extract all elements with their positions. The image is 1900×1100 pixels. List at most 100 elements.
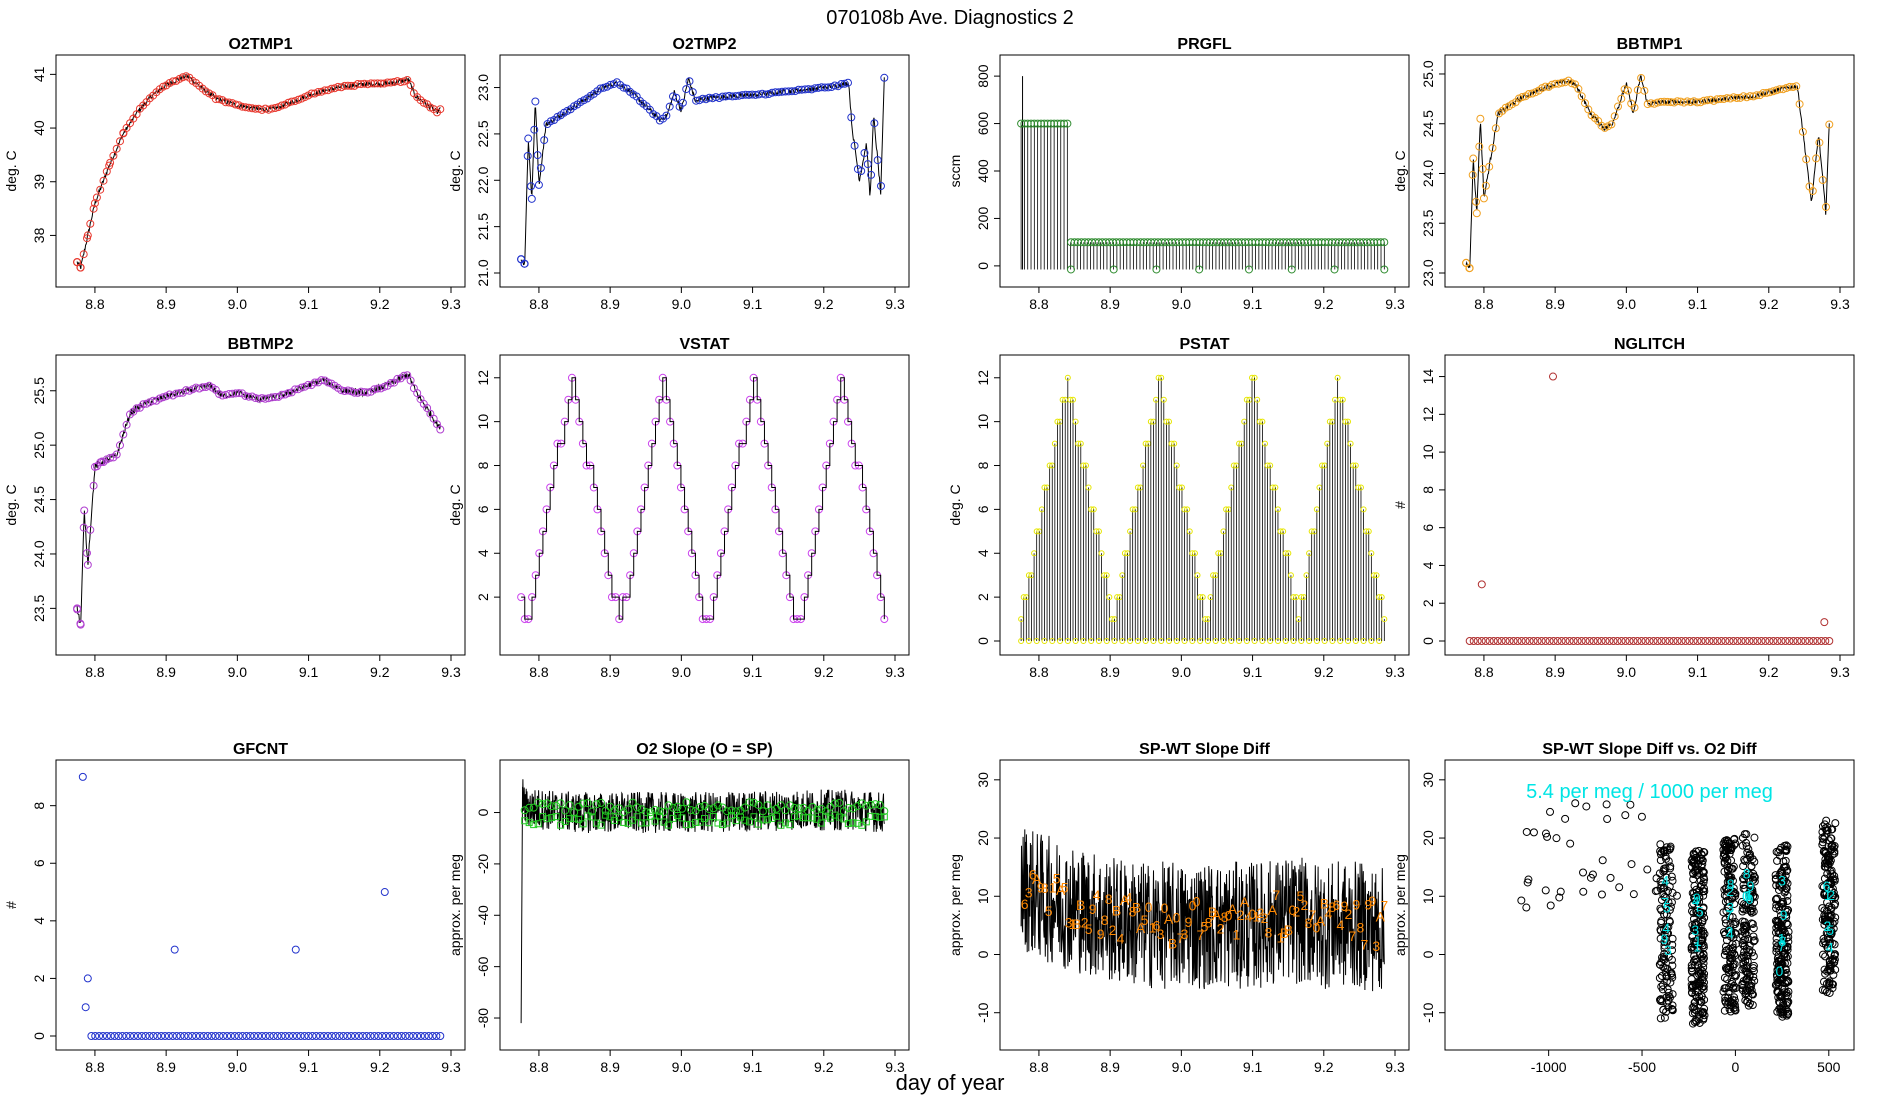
dip-point <box>1066 265 1075 274</box>
baseline-point <box>277 1032 286 1040</box>
data-square <box>530 821 538 829</box>
data-point <box>1823 879 1832 888</box>
baseline-point <box>1489 637 1498 645</box>
baseline-point <box>1613 637 1622 645</box>
data-point <box>1688 1003 1697 1012</box>
y-tick-label: 0 <box>1420 950 1436 958</box>
data-point <box>393 374 402 383</box>
panel-gfcnt: GFCNT 8.8 8.9 9.0 9.1 9.2 9.3 0 2 4 6 8 # <box>3 741 466 1075</box>
digit-marker: 1 <box>1049 879 1057 895</box>
digit-marker: A <box>1212 907 1222 923</box>
y-tick-label: 25.5 <box>31 377 47 404</box>
digit-marker: 0 <box>1746 891 1754 907</box>
baseline-point <box>401 1032 410 1040</box>
baseline-point <box>385 1032 394 1040</box>
digit-marker: B <box>1072 916 1081 932</box>
data-square <box>867 812 875 820</box>
data-point <box>1160 396 1167 403</box>
dip-point <box>1245 265 1254 274</box>
digit-marker: 8 <box>1743 866 1751 882</box>
digit-marker: A <box>1056 882 1066 898</box>
data-point <box>1077 440 1084 447</box>
baseline-point <box>1585 637 1594 645</box>
data-point <box>1173 462 1180 469</box>
data-point <box>1688 989 1697 998</box>
y-tick-label: 21.5 <box>475 213 491 240</box>
data-point <box>583 799 592 808</box>
baseline-point <box>1497 637 1506 645</box>
x-tick-label: 8.8 <box>529 296 549 312</box>
baseline-point <box>246 1032 255 1040</box>
x-tick-label: 9.2 <box>370 1059 390 1075</box>
data-point <box>1698 857 1707 866</box>
panel-vstat: VSTAT 8.8 8.9 9.0 9.1 9.2 9.3 2 4 6 8 10 12 deg. C <box>447 336 910 680</box>
data-point <box>1657 896 1666 905</box>
baseline-point <box>1465 637 1474 645</box>
data-square <box>871 812 879 820</box>
outlier-point <box>73 258 82 267</box>
data-point <box>529 803 538 812</box>
baseline-point <box>292 1032 301 1040</box>
data-square <box>822 812 830 820</box>
data-point <box>1728 894 1737 903</box>
data-point <box>1730 993 1739 1002</box>
data-point <box>1357 484 1364 491</box>
data-point <box>99 176 108 185</box>
digit-marker: B <box>1280 925 1289 941</box>
data-point <box>1825 979 1834 988</box>
data-point <box>1617 94 1626 103</box>
data-point <box>763 801 772 810</box>
data-point <box>1822 889 1831 898</box>
panel-title: VSTAT <box>679 336 729 353</box>
y-tick-label: 8 <box>475 461 491 469</box>
data-point <box>1719 852 1728 861</box>
data-point <box>1750 936 1759 945</box>
y-tick-label: 38 <box>31 227 47 243</box>
data-point <box>1831 899 1840 908</box>
data-point <box>687 806 696 815</box>
baseline-point <box>1785 637 1794 645</box>
data-point <box>1784 937 1793 946</box>
series-line <box>520 76 885 266</box>
data-point <box>1773 856 1782 865</box>
digit-marker: A <box>1228 901 1238 917</box>
data-point <box>821 807 830 816</box>
baseline-point <box>195 1032 204 1040</box>
y-tick-label: 23.5 <box>31 595 47 622</box>
baseline-point <box>1813 637 1822 645</box>
data-point <box>1368 550 1375 557</box>
data-point <box>1730 835 1739 844</box>
data-point <box>1334 374 1341 381</box>
data-point <box>1662 854 1671 863</box>
baseline-point <box>149 1032 158 1040</box>
data-point <box>1826 867 1835 876</box>
data-square <box>813 815 821 823</box>
plot-data <box>1017 76 1389 274</box>
data-point <box>1724 964 1733 973</box>
baseline-point <box>378 1032 387 1040</box>
digit-marker: B <box>1320 896 1329 912</box>
x-tick-label: 9.2 <box>1314 296 1334 312</box>
x-tick-label: 9.2 <box>1759 664 1779 680</box>
data-square <box>593 819 601 827</box>
data-point <box>610 806 619 815</box>
data-square <box>754 820 762 828</box>
data-point <box>1792 82 1801 91</box>
y-tick-label: 10 <box>1420 888 1436 904</box>
x-tick-label: 9.0 <box>1172 1059 1192 1075</box>
outlier-point <box>119 129 128 138</box>
panel-pstat: PSTAT 8.8 8.9 9.0 9.1 9.2 9.3 0 2 4 6 8 10 12 deg. C <box>947 336 1410 680</box>
data-point <box>1352 462 1359 469</box>
digit-marker: 4 <box>1662 920 1670 936</box>
data-point <box>1726 1007 1735 1016</box>
baseline-point <box>1689 637 1698 645</box>
data-point <box>853 802 862 811</box>
digit-marker: 9 <box>1747 878 1755 894</box>
data-point <box>1656 995 1665 1004</box>
data-point <box>1825 934 1834 943</box>
data-square <box>781 819 789 827</box>
data-point <box>1699 931 1708 940</box>
data-point <box>1191 550 1198 557</box>
data-point <box>1082 462 1089 469</box>
digit-marker: 6 <box>1021 896 1029 912</box>
